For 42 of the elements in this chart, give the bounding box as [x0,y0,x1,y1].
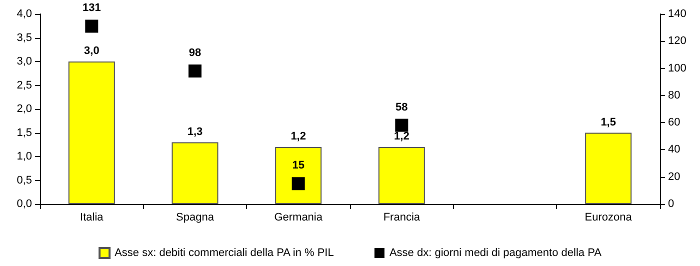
data-label: 3,0 [84,45,100,57]
bar [275,147,322,204]
data-label: 1,3 [187,126,203,138]
x-tick-label: Italia [80,212,104,224]
data-label: 58 [396,101,408,114]
x-tick-label: Francia [383,212,421,224]
bar [172,142,218,204]
y-tick-label: 3,5 [16,32,32,44]
y-tick-label: 0,5 [16,174,32,186]
y2-tick-label: 20 [668,170,680,183]
legend-label: Asse sx: debiti commerciali della PA in % PIL [114,247,334,259]
data-label: 131 [82,2,101,14]
y2-tick-label: 0 [668,198,674,210]
point [395,118,408,132]
data-label: 98 [188,47,202,59]
y-tick-label: 1,5 [16,126,32,139]
y2-tick-label: 100 [668,62,686,74]
data-label: 1,2 [290,130,306,142]
y-tick-label: 3,0 [16,56,32,68]
point [85,20,98,33]
y2-tick-label: 140 [668,8,686,20]
y-tick-label: 4,0 [16,8,32,20]
y2-tick-label: 80 [668,89,680,102]
bar [68,62,115,204]
y-tick-label: 0,0 [16,198,32,210]
x-tick-label: Spagna [176,212,215,224]
point [292,177,305,190]
data-label: 15 [292,160,304,172]
bar [378,147,425,204]
y-tick-label: 1,0 [16,150,32,162]
y2-tick-label: 120 [668,35,686,48]
y2-tick-label: 40 [668,144,680,156]
x-tick-label: Eurozona [584,212,633,224]
x-tick-label: Germania [274,212,324,224]
point [188,64,202,78]
y-tick-label: 2,0 [16,103,32,115]
legend-label: Asse dx: giorni medi di pagamento della PA [389,247,602,259]
data-label: 1,2 [394,130,410,142]
bar [585,132,632,204]
data-label: 1,5 [600,116,616,128]
y2-tick-label: 60 [668,116,680,129]
y-tick-label: 2,5 [16,79,32,92]
